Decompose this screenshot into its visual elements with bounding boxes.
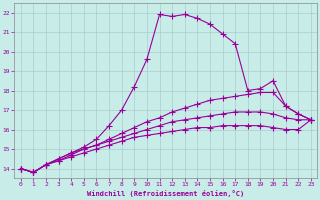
X-axis label: Windchill (Refroidissement éolien,°C): Windchill (Refroidissement éolien,°C) — [87, 190, 244, 197]
